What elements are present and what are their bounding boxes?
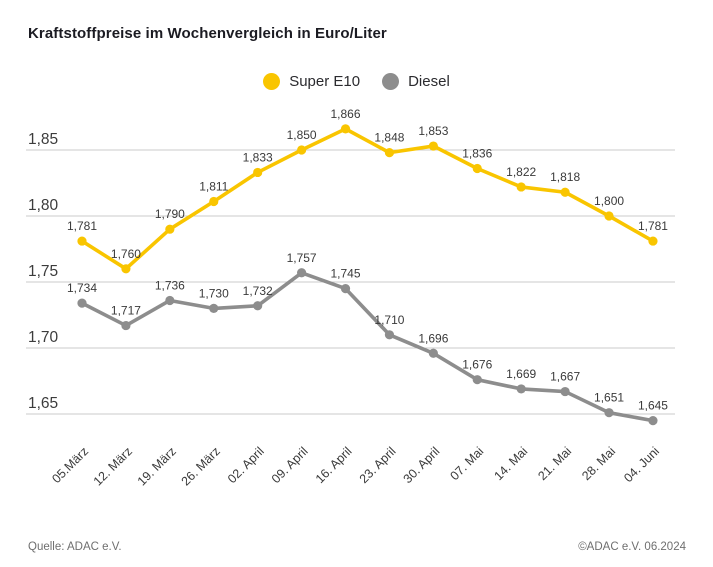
legend-label-diesel: Diesel xyxy=(408,73,450,90)
data-point-diesel xyxy=(604,408,614,418)
source-note: Quelle: ADAC e.V. xyxy=(28,541,122,553)
x-axis-tick-label: 07. Mai xyxy=(448,444,487,483)
data-point-label-super-e10: 1,866 xyxy=(331,107,361,121)
x-axis-tick-label: 19. März xyxy=(135,444,179,488)
data-point-label-super-e10: 1,848 xyxy=(374,131,404,145)
legend-dot-diesel-icon xyxy=(382,73,400,90)
data-point-diesel xyxy=(560,386,570,397)
x-axis-tick-label: 04. Juni xyxy=(621,444,662,485)
y-axis-tick-label: 1,80 xyxy=(28,197,59,214)
x-axis-tick-label: 05.März xyxy=(49,444,91,486)
x-axis-tick-label: 23. April xyxy=(357,444,399,486)
data-point-label-diesel: 1,667 xyxy=(550,370,580,384)
data-point-label-diesel: 1,710 xyxy=(374,313,404,327)
data-point-label-diesel: 1,645 xyxy=(638,399,668,413)
x-axis-tick-label: 16. April xyxy=(313,444,355,486)
data-point-diesel xyxy=(340,284,351,294)
data-point-label-super-e10: 1,850 xyxy=(287,128,317,142)
chart-title: Kraftstoffpreise im Wochenvergleich in E… xyxy=(28,25,387,42)
x-axis-tick-label: 28. Mai xyxy=(579,444,618,483)
y-axis-tick-label: 1,85 xyxy=(28,131,58,148)
x-axis-tick-label: 26. März xyxy=(179,444,223,488)
data-point-super-e10 xyxy=(77,236,87,246)
chart-legend: Super E10 Diesel xyxy=(0,73,713,90)
data-point-super-e10 xyxy=(560,187,570,197)
x-axis-tick-label: 30. April xyxy=(401,444,443,486)
data-point-label-super-e10: 1,836 xyxy=(462,146,492,160)
data-point-super-e10 xyxy=(384,148,395,158)
y-axis-tick-label: 1,65 xyxy=(28,395,58,412)
data-point-diesel xyxy=(472,375,482,385)
x-axis-tick-label: 21. Mai xyxy=(535,444,574,483)
data-point-diesel xyxy=(516,384,526,394)
series-line-diesel xyxy=(80,270,655,423)
x-axis-tick-label: 09. April xyxy=(269,444,311,486)
data-point-label-super-e10: 1,800 xyxy=(594,194,624,208)
data-point-label-diesel: 1,745 xyxy=(331,267,361,281)
data-point-diesel xyxy=(209,303,219,313)
data-point-super-e10 xyxy=(648,236,658,246)
y-axis-tick-label: 1,70 xyxy=(28,329,59,346)
data-point-diesel xyxy=(648,416,658,426)
data-point-super-e10 xyxy=(516,182,526,192)
data-point-super-e10 xyxy=(209,196,219,207)
data-point-label-diesel: 1,734 xyxy=(67,281,97,295)
data-point-label-diesel: 1,717 xyxy=(111,304,141,318)
data-point-label-super-e10: 1,853 xyxy=(418,124,448,138)
data-point-label-super-e10: 1,833 xyxy=(243,150,273,164)
data-point-super-e10 xyxy=(121,264,131,274)
data-point-diesel xyxy=(121,320,131,331)
data-point-super-e10 xyxy=(297,145,307,155)
data-point-label-super-e10: 1,790 xyxy=(155,207,185,221)
data-point-label-super-e10: 1,822 xyxy=(506,165,536,179)
data-point-diesel xyxy=(384,330,395,340)
x-axis-tick-label: 02. April xyxy=(225,444,267,486)
data-point-super-e10 xyxy=(428,141,438,151)
legend-item-super-e10: Super E10 xyxy=(263,73,360,90)
data-point-diesel xyxy=(428,348,438,358)
data-point-label-diesel: 1,736 xyxy=(155,278,185,292)
data-point-diesel xyxy=(77,298,87,308)
data-point-super-e10 xyxy=(165,224,175,234)
data-point-super-e10 xyxy=(253,167,263,178)
data-point-label-super-e10: 1,760 xyxy=(111,247,141,261)
legend-dot-super-e10-icon xyxy=(263,73,281,90)
copyright-note: ©ADAC e.V. 06.2024 xyxy=(578,541,686,553)
series-line-super-e10 xyxy=(80,127,655,271)
data-point-diesel xyxy=(165,295,175,306)
data-point-label-diesel: 1,651 xyxy=(594,391,624,405)
data-point-label-diesel: 1,730 xyxy=(199,286,229,300)
data-point-label-diesel: 1,669 xyxy=(506,367,536,381)
data-point-diesel xyxy=(297,268,307,278)
data-point-label-diesel: 1,757 xyxy=(287,251,317,265)
legend-label-super-e10: Super E10 xyxy=(289,73,361,90)
x-axis-tick-label: 14. Mai xyxy=(491,444,530,483)
legend-item-diesel: Diesel xyxy=(382,73,450,90)
y-axis-tick-label: 1,75 xyxy=(28,263,58,280)
data-point-label-super-e10: 1,781 xyxy=(67,219,97,233)
data-point-label-super-e10: 1,811 xyxy=(199,179,228,193)
data-point-label-super-e10: 1,781 xyxy=(638,219,668,233)
data-point-super-e10 xyxy=(604,211,614,221)
data-point-label-diesel: 1,732 xyxy=(243,284,273,298)
data-point-super-e10 xyxy=(472,163,482,174)
x-axis-tick-label: 12. März xyxy=(91,444,135,488)
data-point-label-diesel: 1,696 xyxy=(418,331,448,345)
data-point-super-e10 xyxy=(340,124,351,134)
data-point-label-diesel: 1,676 xyxy=(462,358,492,372)
data-point-diesel xyxy=(253,301,263,311)
data-point-label-super-e10: 1,818 xyxy=(550,170,580,184)
